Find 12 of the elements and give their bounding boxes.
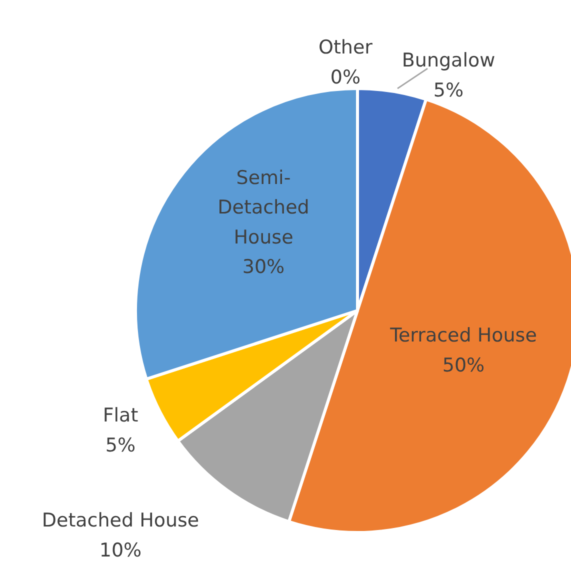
slice-label: Semi-Detached House bbox=[218, 166, 310, 248]
slice-label: Detached House bbox=[42, 510, 200, 532]
data-label: 50% bbox=[442, 354, 485, 376]
data-label: 10% bbox=[99, 539, 142, 562]
data-label: 5% bbox=[433, 79, 464, 102]
category-label: Other bbox=[318, 36, 372, 59]
data-label: 30% bbox=[242, 256, 285, 278]
slice-label: Flat bbox=[102, 404, 138, 427]
text: 0% bbox=[330, 66, 361, 88]
slice-label: Bungalow bbox=[402, 50, 496, 72]
slice-label: Terraced House bbox=[389, 324, 537, 347]
data-label: 5% bbox=[105, 434, 136, 456]
